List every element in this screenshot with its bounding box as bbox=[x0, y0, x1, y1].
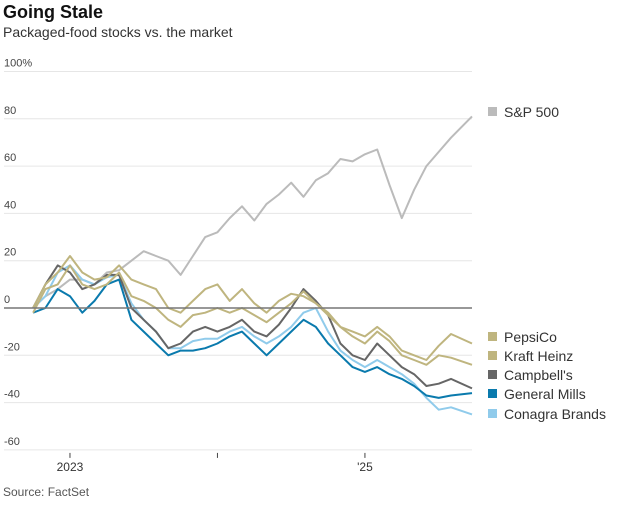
x-tick-label: '25 bbox=[357, 460, 373, 474]
legend-swatch-general-mills bbox=[488, 389, 497, 398]
y-tick-label: 80 bbox=[4, 105, 16, 117]
series-line-s-p-500 bbox=[32, 115, 473, 309]
y-tick-label: 20 bbox=[4, 247, 16, 259]
legend-swatch-pepsico bbox=[488, 332, 497, 341]
legend-label-conagra-brands: Conagra Brands bbox=[504, 406, 606, 422]
legend-label-campbell-s: Campbell's bbox=[504, 367, 573, 383]
source-note: Source: FactSet bbox=[3, 485, 90, 499]
legend-swatch-conagra-brands bbox=[488, 409, 497, 418]
y-tick-label: 0 bbox=[4, 294, 10, 306]
legend-label-pepsico: PepsiCo bbox=[504, 329, 557, 345]
chart-title: Going Stale bbox=[3, 2, 104, 22]
y-tick-label: -40 bbox=[4, 389, 20, 401]
series-line-pepsico bbox=[32, 255, 473, 361]
y-tick-label: 100% bbox=[4, 58, 32, 70]
legend-swatch-s-p-500 bbox=[488, 107, 497, 116]
y-tick-label: -20 bbox=[4, 341, 20, 353]
series-line-campbell-s bbox=[32, 264, 473, 390]
legend-swatch-kraft-heinz bbox=[488, 351, 497, 360]
y-tick-label: 60 bbox=[4, 152, 16, 164]
series-line-general-mills bbox=[32, 278, 473, 399]
legend-label-kraft-heinz: Kraft Heinz bbox=[504, 348, 573, 364]
chart-subtitle: Packaged-food stocks vs. the market bbox=[3, 24, 233, 40]
x-tick-label: 2023 bbox=[57, 460, 84, 474]
y-tick-label: 40 bbox=[4, 199, 16, 211]
legend-label-s-p-500: S&P 500 bbox=[504, 104, 559, 120]
legend-swatch-campbell-s bbox=[488, 370, 497, 379]
y-tick-label: -60 bbox=[4, 436, 20, 448]
legend-label-general-mills: General Mills bbox=[504, 386, 586, 402]
series-line-kraft-heinz bbox=[32, 264, 473, 366]
